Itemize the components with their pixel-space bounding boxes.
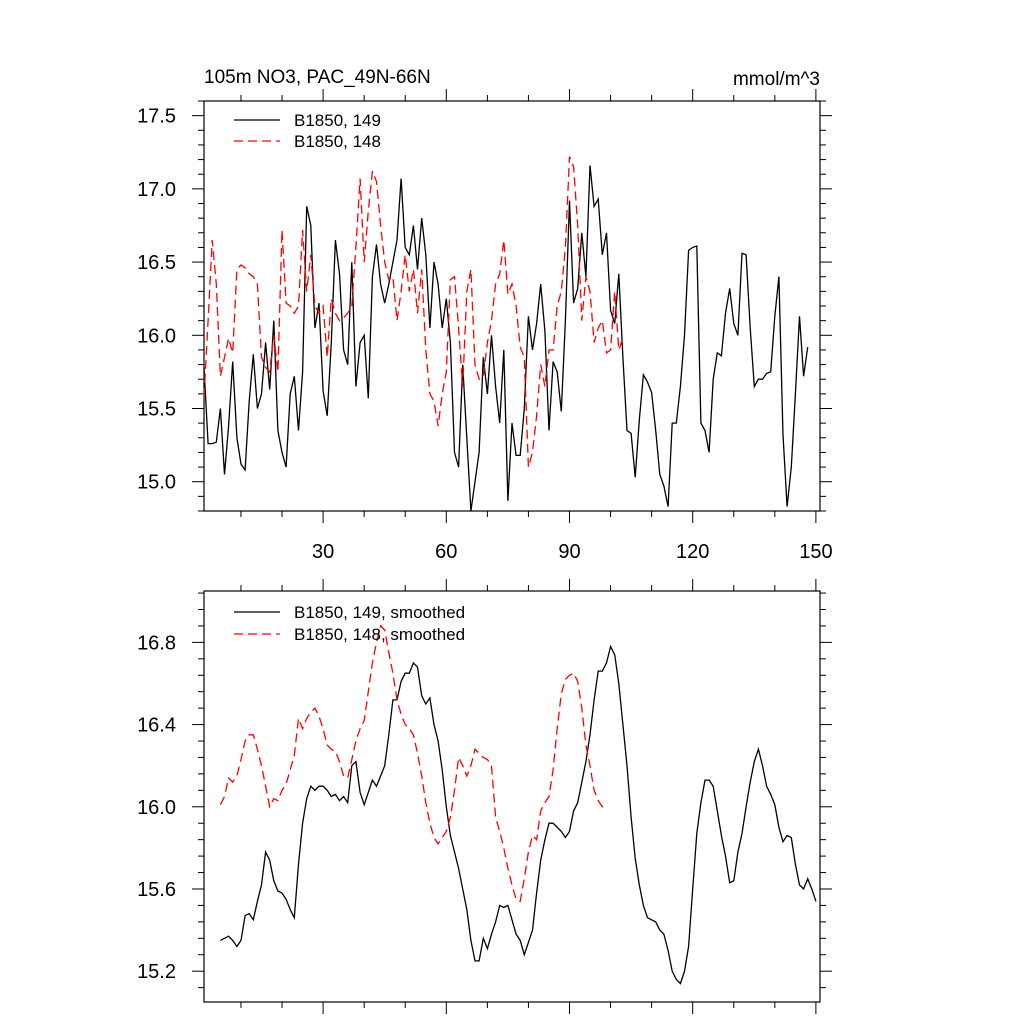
x-tick-label: 120 (676, 541, 709, 563)
y-tick-label: 16.0 (137, 325, 176, 347)
ticks-bottom: 15.2 15.6 16.0 16.4 16.8 (137, 579, 832, 1014)
series-lines-top (203, 156, 809, 512)
legend-label-148-smoothed: B1850, 148, smoothed (294, 625, 465, 644)
plot-frame-bottom (203, 590, 821, 1003)
y-tick-label: 15.6 (137, 879, 176, 901)
series-line-148 (219, 624, 607, 903)
y-tick-label: 15.5 (137, 399, 176, 421)
legend-bottom: B1850, 149, smoothed B1850, 148, smoothe… (234, 603, 465, 644)
x-tick-label: 90 (558, 541, 580, 563)
y-tick-label: 16.8 (137, 632, 176, 654)
y-tick-label: 15.2 (137, 961, 176, 983)
legend-label-149-smoothed: B1850, 149, smoothed (294, 603, 465, 622)
chart-title: 105m NO3, PAC_49N-66N (204, 67, 431, 88)
y-tick-label: 16.0 (137, 797, 176, 819)
plot-frame-top (203, 100, 821, 512)
ticks-top: 30 60 90 120 150 15.0 15.5 16.0 16.5 17.0 17.5 (137, 89, 833, 563)
y-tick-label: 16.5 (137, 252, 176, 274)
x-tick-label: 150 (799, 541, 832, 563)
y-tick-label: 17.0 (137, 179, 176, 201)
bottom-panel: 15.2 15.6 16.0 16.4 16.8 B1850, 149, smoothe… (137, 579, 832, 1014)
legend-top: B1850, 149 B1850, 148 (234, 111, 381, 151)
legend-label-149: B1850, 149 (294, 111, 381, 130)
series-line-149 (220, 644, 817, 985)
x-tick-label: 30 (312, 541, 334, 563)
series-line-148 (203, 156, 624, 468)
units-label: mmol/m^3 (733, 69, 820, 90)
series-line-149 (203, 165, 809, 512)
y-tick-label: 17.5 (137, 106, 176, 128)
x-tick-label: 60 (435, 541, 457, 563)
legend-label-148: B1850, 148 (294, 132, 381, 151)
series-lines-bottom (219, 624, 817, 985)
y-tick-label: 15.0 (137, 472, 176, 494)
top-panel: 105m NO3, PAC_49N-66N mmol/m^3 30 60 90 120… (137, 67, 833, 563)
y-tick-label: 16.4 (137, 715, 176, 737)
